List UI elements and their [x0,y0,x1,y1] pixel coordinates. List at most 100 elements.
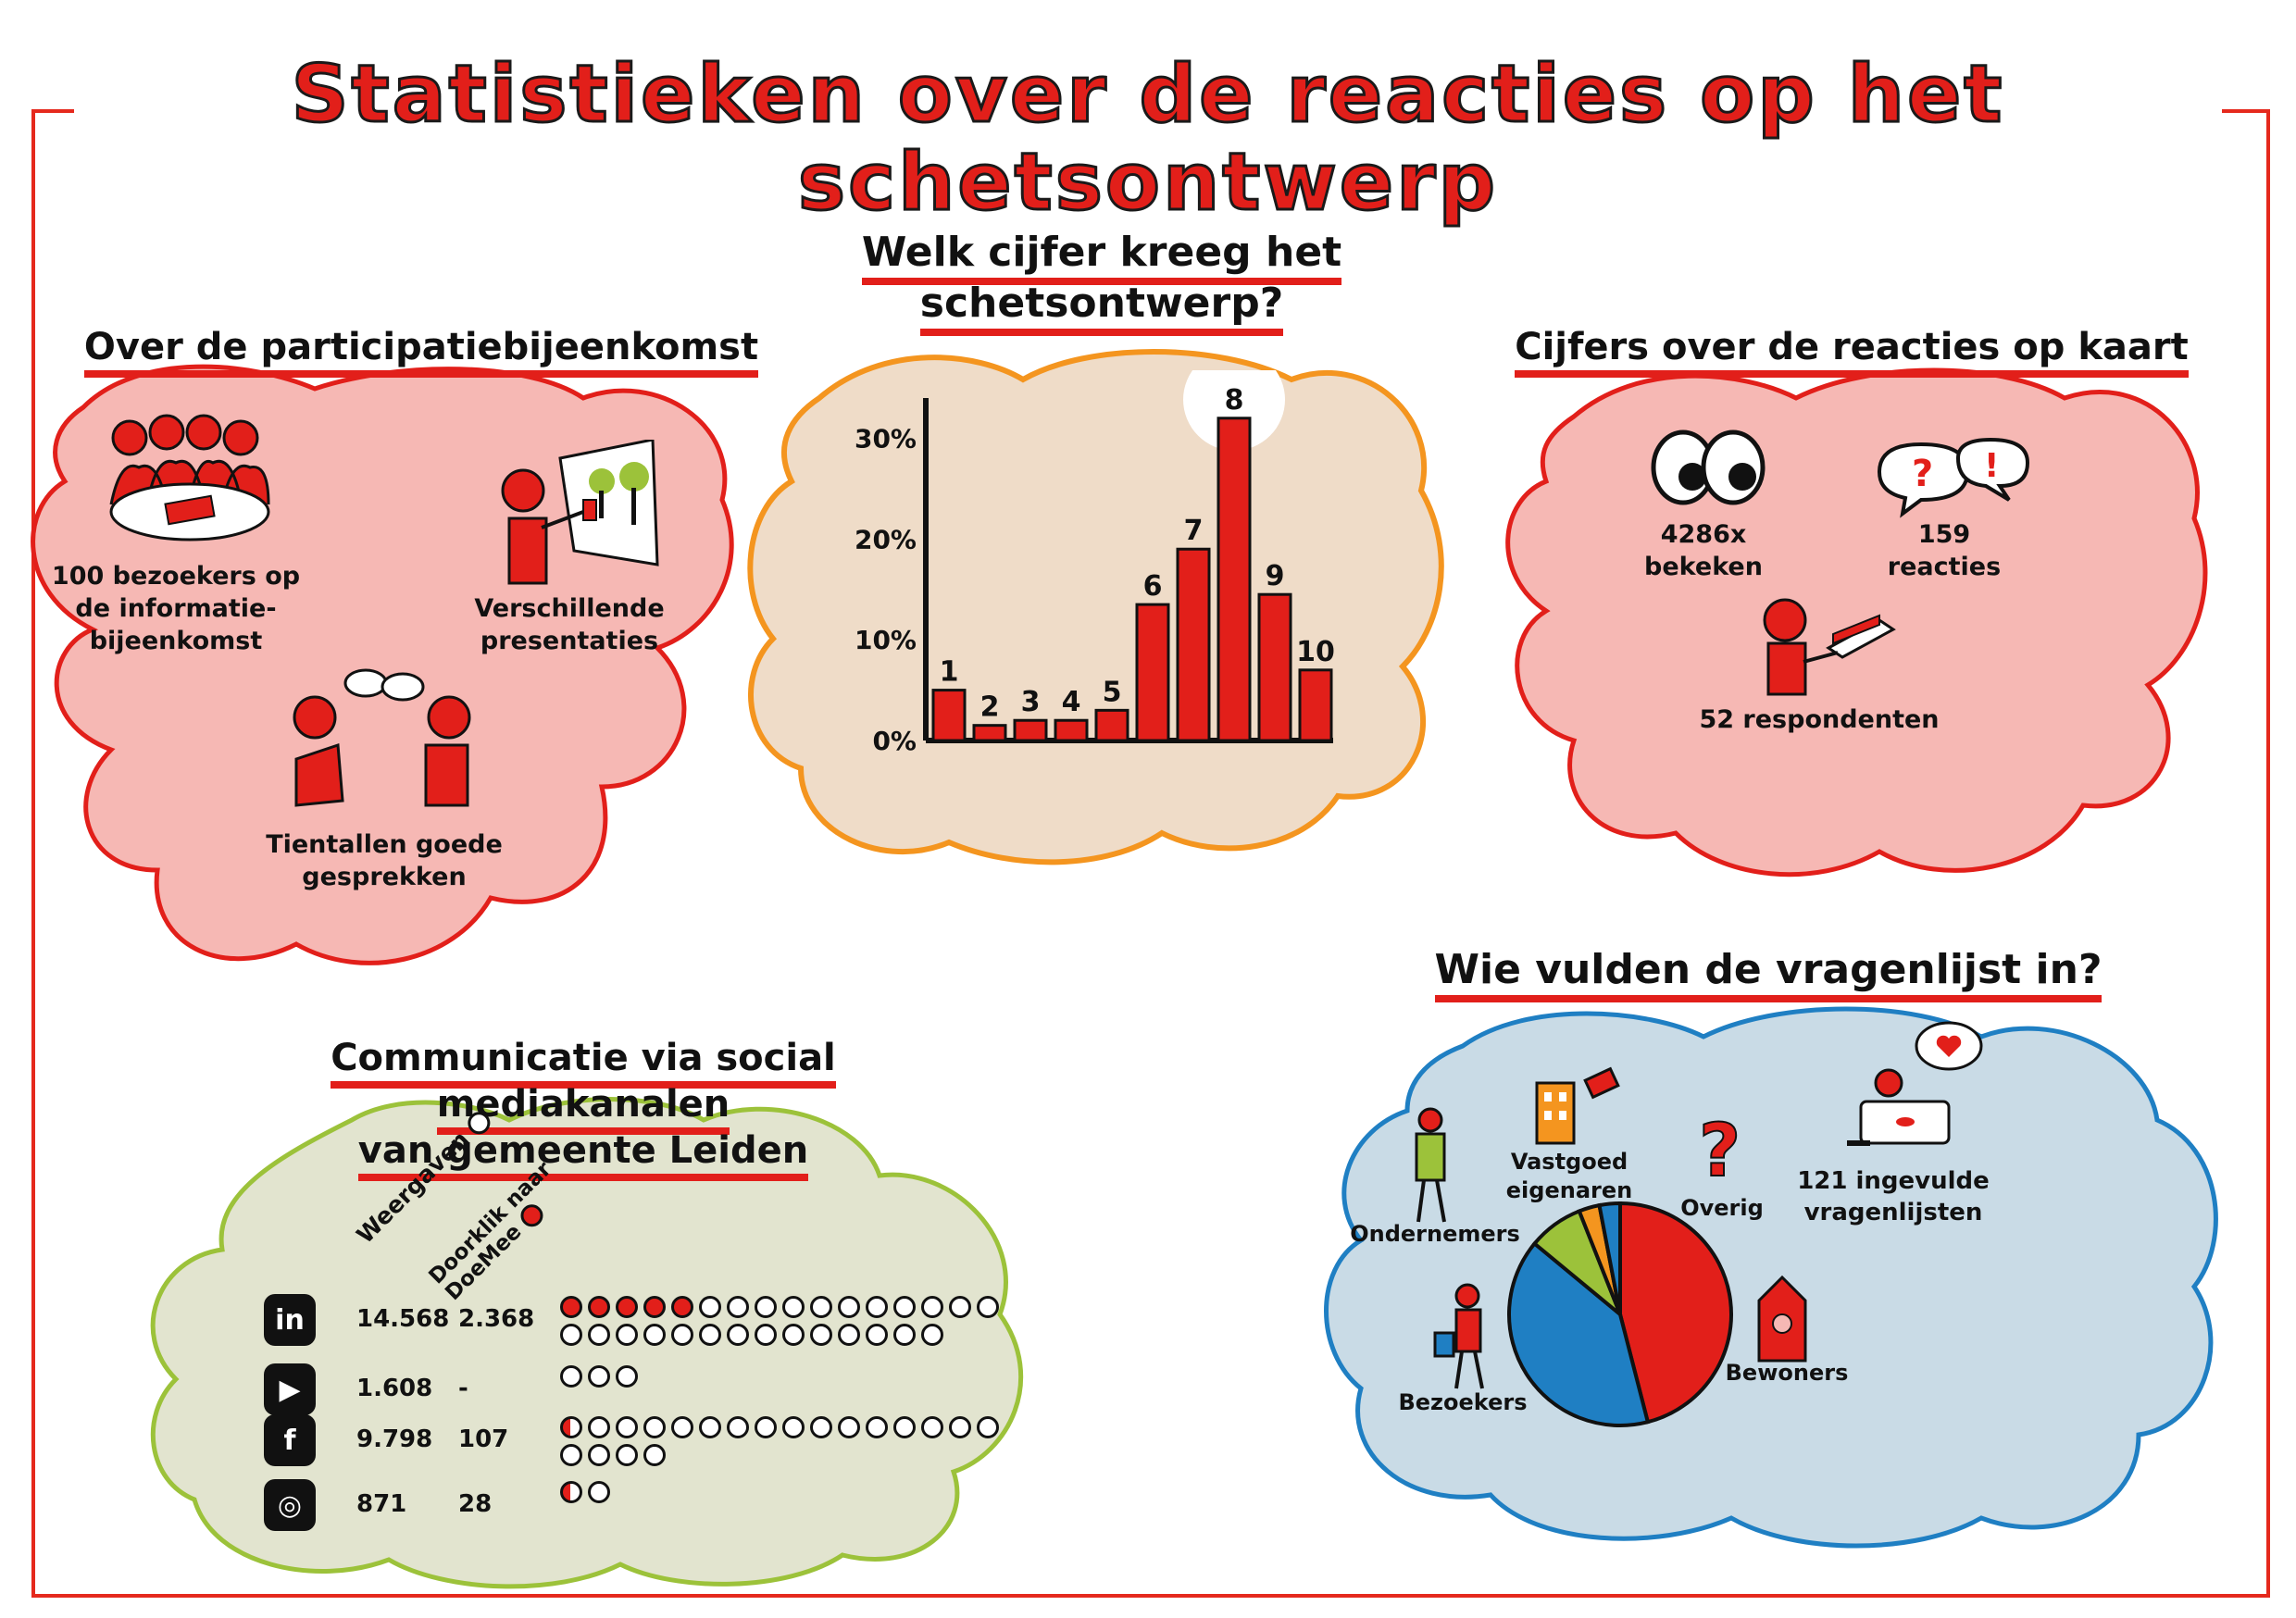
dot [782,1324,805,1346]
y-tick-label: 10% [855,625,917,655]
dot [977,1296,999,1318]
linkedin-icon: in [264,1294,316,1346]
dot [921,1296,943,1318]
dot [699,1324,721,1346]
dot [727,1416,749,1438]
dot-row [560,1416,1014,1466]
dot [866,1324,888,1346]
dot [893,1296,916,1318]
dot [560,1481,582,1503]
dot [838,1296,860,1318]
filled-label: 121 ingevulde vragenlijsten [1797,1167,1990,1226]
social-cloud [150,1097,1024,1589]
visitor-figure-icon [1433,1283,1484,1389]
questionnaire-pie-chart [1507,1201,1733,1427]
clicks-value: - [458,1375,468,1402]
entrepreneur-figure-icon [1415,1107,1446,1223]
speech-bubbles-icon: ? ! [1877,437,2030,518]
person-computer-heart-icon [1847,1021,1983,1146]
dot [588,1444,610,1466]
y-tick-label: 0% [872,726,917,756]
highlight-burst [1183,370,1285,451]
eyes-icon [1651,429,1766,505]
dot [699,1416,721,1438]
dot [671,1324,693,1346]
y-tick-label: 20% [855,524,917,554]
bar [1013,718,1048,742]
dot [949,1296,971,1318]
clicks-value: 28 [458,1490,493,1518]
bar-value-label: 4 [1062,686,1081,718]
dot [810,1416,832,1438]
views-value: 9.798 [356,1425,433,1453]
dot [588,1481,610,1503]
respondents-label: 52 respondenten [1699,705,1940,734]
svg-text:?: ? [1699,1111,1741,1185]
bar-value-label: 8 [1225,384,1244,417]
dot [588,1324,610,1346]
map-reactions-title: Cijfers over de reacties op kaart [1463,324,2240,378]
dot [755,1296,777,1318]
dot-row [560,1481,1014,1503]
pie-label-vastgoed: Vastgoed eigenaren [1505,1149,1633,1204]
dot [560,1365,582,1388]
conversations-label: Tientallen goede gesprekken [266,830,503,892]
dot [616,1296,638,1318]
dot [838,1324,860,1346]
pie-label-overig: Overig [1680,1195,1764,1221]
bar-value-label: 2 [980,691,1000,724]
dot [727,1324,749,1346]
clicks-value: 2.368 [458,1305,535,1333]
dot [782,1416,805,1438]
views-label: 4286x bekeken [1644,520,1763,582]
bar-value-label: 1 [940,656,959,689]
person-laptop-icon [1763,598,1896,696]
grade-title: Welk cijfer kreeg het schetsontwerp? [796,227,1407,336]
pie-label-bezoekers: Bezoekers [1398,1389,1528,1415]
clicks-value: 107 [458,1425,509,1453]
bar-value-label: 5 [1103,676,1122,708]
dot [671,1416,693,1438]
conversation-icon [293,668,471,807]
bar [1298,668,1333,742]
dot [755,1416,777,1438]
dot [977,1416,999,1438]
facebook-icon: f [264,1414,316,1466]
dot [643,1324,666,1346]
dot [810,1324,832,1346]
participation-title: Over de participatiebijeenkomst [65,324,778,378]
pie-label-bewoners: Bewoners [1725,1360,1849,1386]
dot [588,1296,610,1318]
resident-house-icon [1757,1275,1807,1363]
page-title: Statistieken over de reacties op het sch… [290,48,2005,229]
title-mask [74,56,2222,167]
bar [1217,417,1252,742]
dot [949,1416,971,1438]
dot [616,1416,638,1438]
dot [616,1444,638,1466]
dot [616,1365,638,1388]
dot [727,1296,749,1318]
meeting-icon [109,414,270,541]
question-mark-icon: ? [1698,1111,1741,1185]
dot [893,1324,916,1346]
dot [560,1416,582,1438]
dot [782,1296,805,1318]
svg-text:!: ! [1984,447,1999,485]
dot [671,1296,693,1318]
dot [588,1416,610,1438]
bar [1257,592,1292,742]
dot [588,1365,610,1388]
dot [810,1296,832,1318]
views-value: 871 [356,1490,407,1518]
dot [616,1324,638,1346]
pie-slice [1507,1240,1651,1427]
dot-row [560,1365,1014,1388]
dot [755,1324,777,1346]
social-title: Communicatie via social mediakanalen van… [185,1035,981,1181]
dot-row [560,1296,1014,1346]
dot [838,1416,860,1438]
dot [866,1296,888,1318]
bar [1054,718,1089,742]
bar [1094,708,1129,742]
